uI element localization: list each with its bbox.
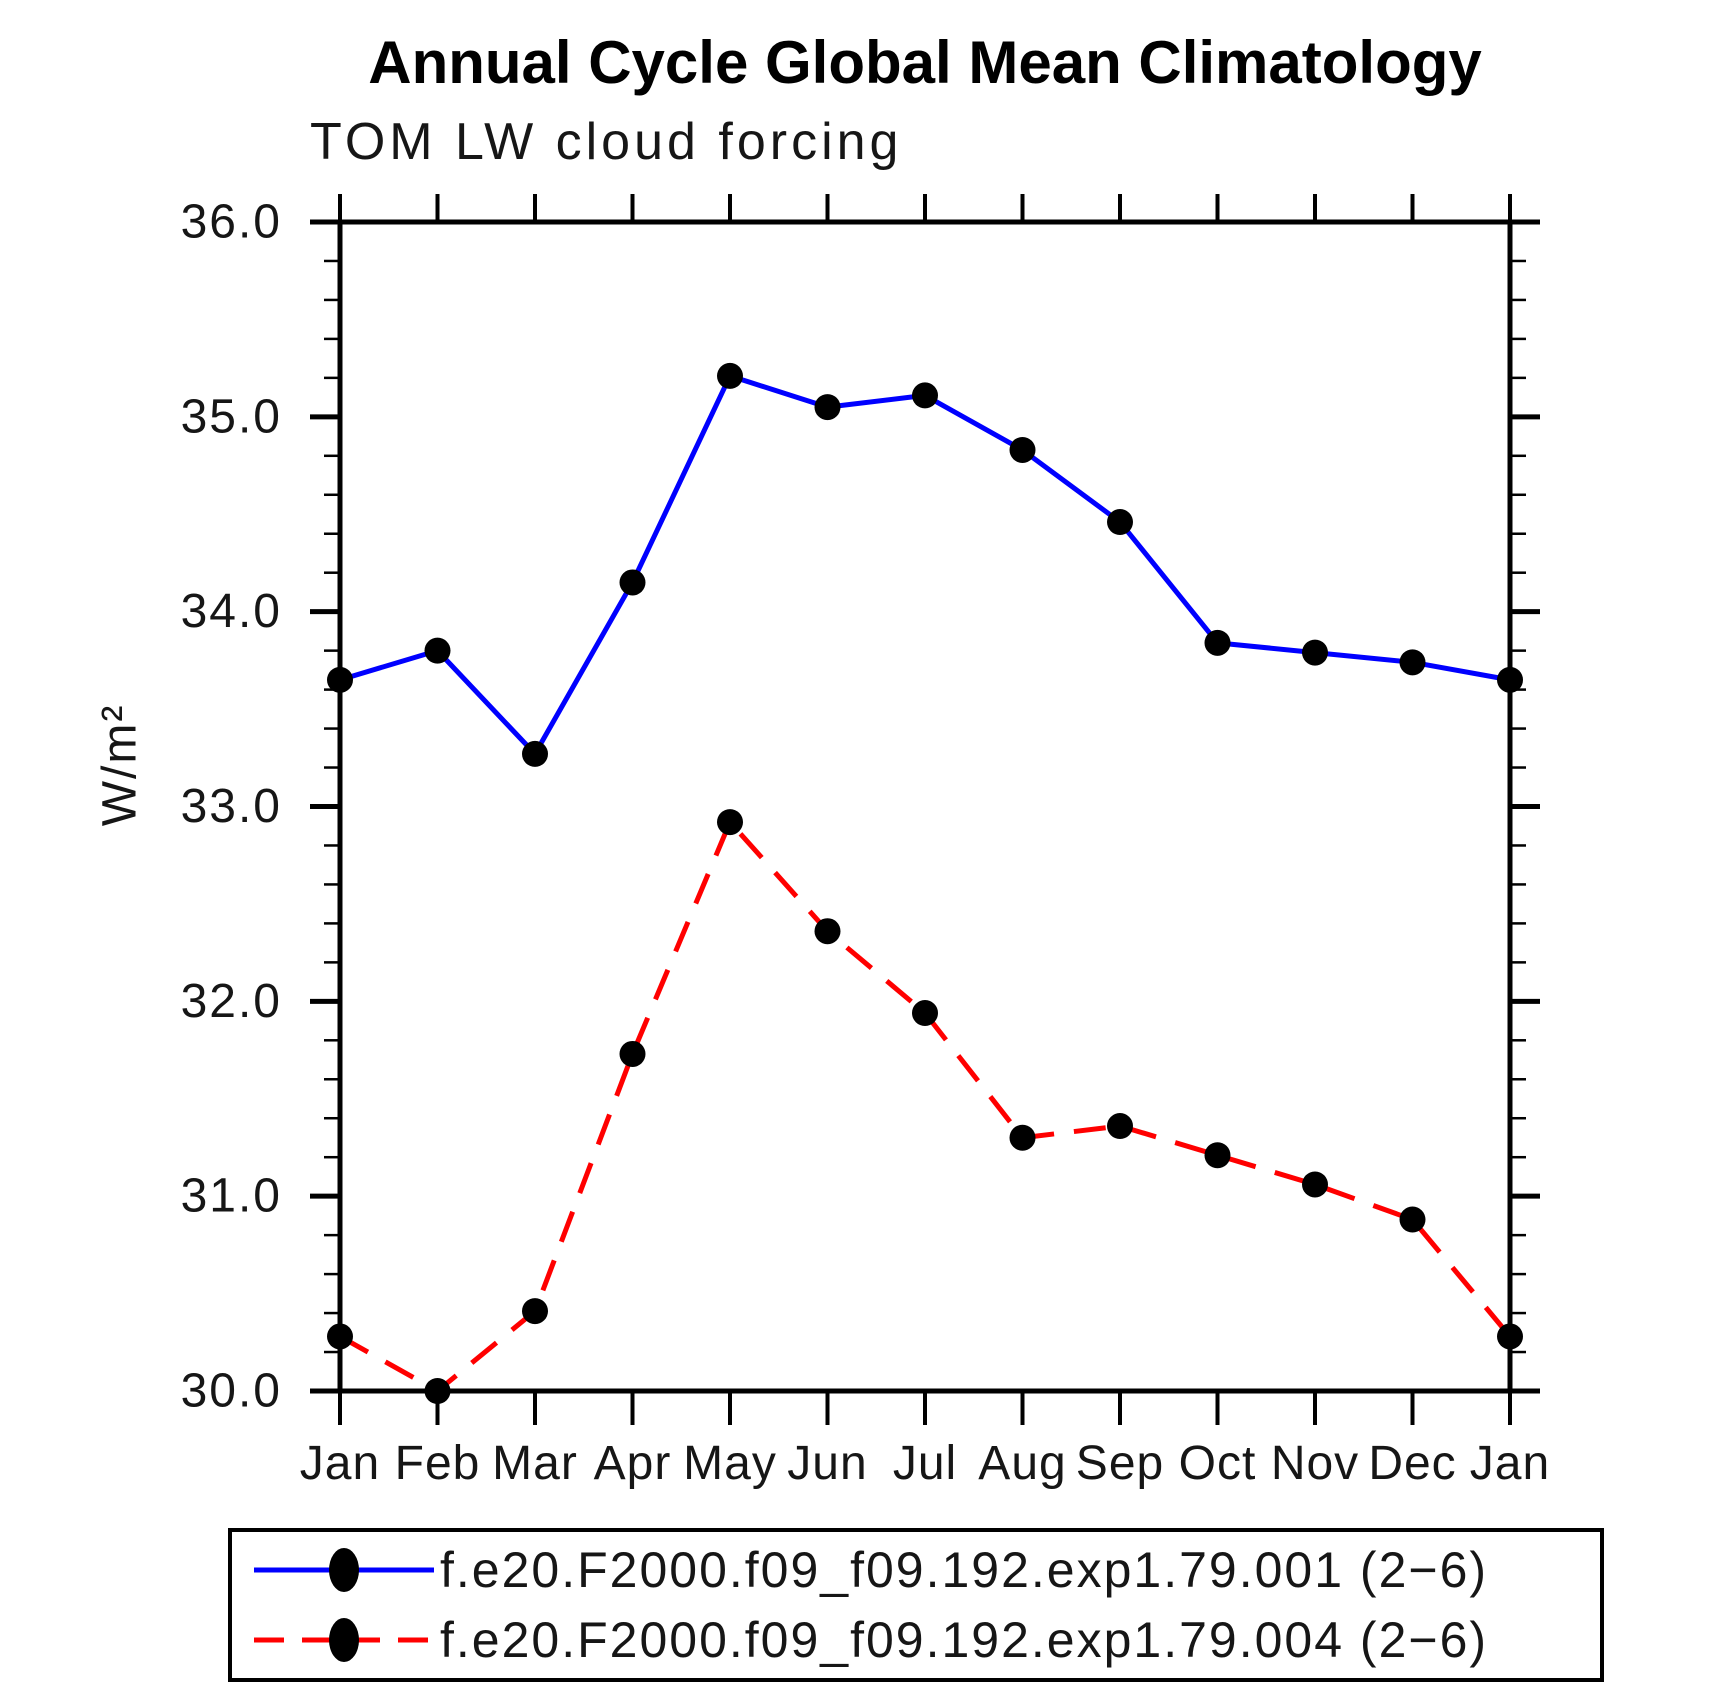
- data-point-marker: [424, 637, 451, 664]
- y-tick-label: 35.0: [181, 390, 282, 443]
- x-tick-label: Jan: [1470, 1437, 1550, 1490]
- y-tick-label: 30.0: [181, 1365, 282, 1418]
- data-point-marker: [1204, 1142, 1231, 1169]
- x-tick-label: Apr: [594, 1437, 672, 1490]
- legend-line-sample-blue: [254, 1548, 434, 1592]
- legend-line-sample-red: [254, 1618, 434, 1662]
- data-point-marker: [814, 394, 841, 421]
- legend-item: f.e20.F2000.f09_f09.192.exp1.79.004 (2−6…: [254, 1610, 1600, 1670]
- x-tick-label: Jun: [787, 1437, 867, 1490]
- data-point-marker: [1009, 1124, 1036, 1151]
- data-point-marker: [424, 1378, 451, 1404]
- data-point-marker: [1302, 1171, 1328, 1198]
- data-point-marker: [522, 740, 548, 767]
- series-line-1: [339, 373, 1511, 757]
- data-point-marker: [1399, 1206, 1426, 1233]
- x-tick-label: Feb: [395, 1437, 481, 1490]
- x-tick-label: Oct: [1179, 1437, 1257, 1490]
- data-point-marker: [522, 1298, 548, 1325]
- data-point-marker: [1107, 509, 1133, 536]
- data-point-marker: [814, 918, 841, 945]
- y-tick-label: 31.0: [181, 1170, 282, 1223]
- data-point-marker: [1009, 436, 1036, 463]
- data-point-marker: [912, 382, 938, 409]
- data-point-marker: [327, 666, 353, 693]
- x-tick-label: Dec: [1368, 1437, 1456, 1490]
- x-tick-label: May: [683, 1437, 777, 1490]
- data-point-marker: [1107, 1113, 1133, 1140]
- data-point-marker: [1302, 639, 1328, 666]
- legend-marker: [329, 1618, 359, 1662]
- legend-label: f.e20.F2000.f09_f09.192.exp1.79.004 (2−6…: [440, 1612, 1489, 1668]
- data-point-marker: [327, 1323, 353, 1350]
- y-tick-label: 36.0: [181, 196, 282, 249]
- legend-marker: [329, 1548, 359, 1592]
- y-tick-label: 34.0: [181, 585, 282, 638]
- data-point-marker: [717, 362, 743, 389]
- chart-title: Annual Cycle Global Mean Climatology: [368, 29, 1482, 96]
- data-point-marker: [1204, 629, 1231, 656]
- legend-label: f.e20.F2000.f09_f09.192.exp1.79.001 (2−6…: [440, 1542, 1489, 1598]
- data-point-marker: [1497, 666, 1523, 693]
- x-tick-label: Nov: [1271, 1437, 1359, 1490]
- y-tick-label: 32.0: [181, 975, 282, 1028]
- plot-frame: [337, 219, 1513, 1394]
- chart-subtitle: TOM LW cloud forcing: [310, 113, 903, 171]
- x-tick-label: Mar: [492, 1437, 578, 1490]
- x-tick-label: Sep: [1076, 1437, 1164, 1490]
- y-tick-label: 33.0: [181, 780, 282, 833]
- data-point-marker: [1399, 649, 1426, 676]
- data-point-marker: [1497, 1323, 1523, 1350]
- legend-item: f.e20.F2000.f09_f09.192.exp1.79.001 (2−6…: [254, 1540, 1600, 1600]
- x-tick-label: Jan: [300, 1437, 380, 1490]
- data-point-marker: [912, 1000, 938, 1027]
- x-tick-label: Aug: [978, 1437, 1066, 1490]
- legend-box: f.e20.F2000.f09_f09.192.exp1.79.001 (2−6…: [228, 1528, 1604, 1682]
- series-line-2: [338, 819, 1512, 1394]
- data-point-marker: [619, 569, 646, 596]
- data-point-marker: [619, 1040, 646, 1067]
- x-tick-label: Jul: [893, 1437, 957, 1490]
- data-point-marker: [717, 809, 743, 836]
